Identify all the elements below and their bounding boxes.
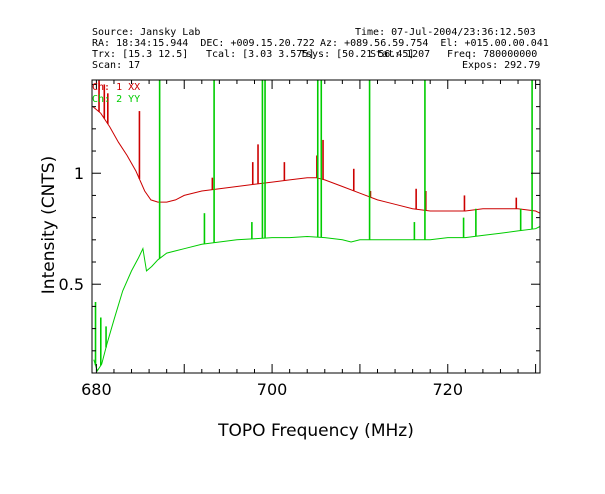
header-expos: Expos: 292.79 (462, 60, 541, 71)
header-tsys: Tsys: [50.21 56.45] (300, 49, 415, 60)
series-1-line (92, 106, 541, 214)
y-tick-label: 1 (74, 164, 84, 183)
series-2 (93, 80, 541, 372)
x-tick-label: 700 (257, 380, 288, 399)
header-time: Time: 07-Jul-2004/23:36:12.503 (355, 27, 536, 38)
x-tick-label: 720 (432, 380, 463, 399)
x-tick-label: 680 (81, 380, 112, 399)
header-source: Source: Jansky Lab (92, 27, 201, 38)
header-trx: Trx: [15.3 12.5] (92, 49, 189, 60)
header-ra-dec: RA: 18:34:15.944 DEC: +009.15.20.722 (92, 38, 315, 49)
series-2-line (93, 226, 541, 372)
plot-frame (91, 79, 541, 374)
x-axis-title: TOPO Frequency (MHz) (217, 421, 414, 441)
header-scan: Scan: 17 (92, 60, 141, 71)
series-layer (92, 80, 541, 372)
header-stat: Stat: 1207 (370, 49, 431, 60)
header-freq: Freq: 780000000 (447, 49, 538, 60)
y-axis-title: Intensity (CNTS) (39, 156, 59, 294)
axes-layer: 680 700 720 0.5 1 (59, 79, 541, 399)
header-tcal: Tcal: [3.03 3.575] (206, 49, 315, 60)
header-az-el: Az: +089.56.59.754 El: +015.00.00.041 (320, 38, 549, 49)
series-1 (92, 80, 541, 214)
y-tick-label: 0.5 (59, 275, 84, 294)
legend-entry-1: Ch: 1 XX (92, 82, 140, 93)
legend-entry-2: Ch: 2 YY (92, 94, 140, 105)
